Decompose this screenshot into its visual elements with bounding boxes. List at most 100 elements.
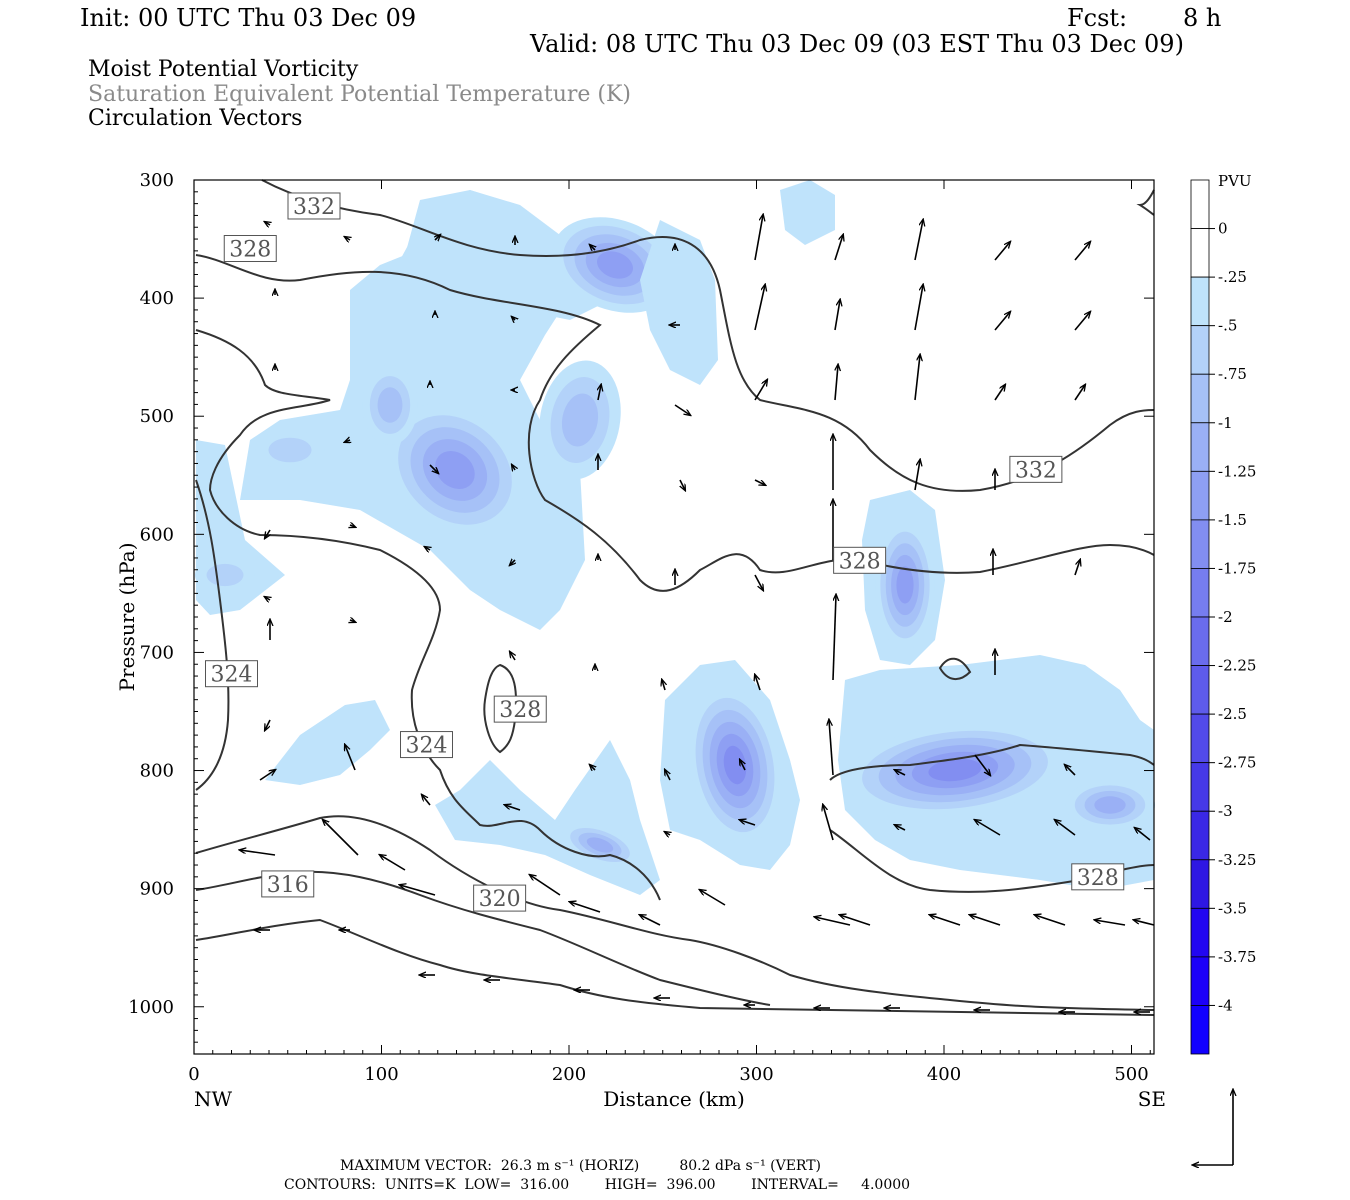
colorbar-level-label: -2.25 xyxy=(1218,657,1256,675)
pv-region-lower-mid xyxy=(435,740,660,895)
vector-arrow xyxy=(740,760,745,771)
contour-label-box xyxy=(1009,455,1063,483)
x-tick-label: 100 xyxy=(364,1064,398,1085)
colorbar-bin xyxy=(1190,859,1210,909)
colorbar-bin xyxy=(1190,810,1210,861)
vector-arrow xyxy=(914,285,923,331)
contour-label-box xyxy=(205,660,258,688)
vector-arrow xyxy=(590,245,595,250)
vector-arrow xyxy=(755,675,761,691)
colorbar-unit: PVU xyxy=(1218,172,1252,190)
pv-core-right-column xyxy=(896,566,914,604)
pv-core-lower-right xyxy=(928,758,982,782)
theta-es-contour-11 xyxy=(1136,189,1155,216)
vector-arrow xyxy=(829,720,834,776)
field-title-mpv: Moist Potential Vorticity xyxy=(88,57,359,82)
vector-arrow xyxy=(754,380,767,401)
colorbar-bin xyxy=(1190,762,1210,812)
vector-arrow xyxy=(1074,242,1090,261)
vector-arrow xyxy=(994,385,1005,401)
x-tick-label: 200 xyxy=(552,1064,586,1085)
y-tick-label: 1000 xyxy=(128,997,174,1018)
colorbar: PVU 0 -.25 -.5 -.75 -1 -1.25 -1.5 -1.75 -2 -2.25 -2… xyxy=(1190,172,1256,1055)
contour-label: 328 xyxy=(229,238,271,263)
vector-arrow xyxy=(974,754,990,775)
y-tick-label: 600 xyxy=(140,524,174,545)
x-tick-label: 0 xyxy=(188,1064,199,1085)
theta-es-contour-8 xyxy=(195,918,1155,1016)
field-title-theta-es: Saturation Equivalent Potential Temperat… xyxy=(88,82,631,107)
pv-shading xyxy=(195,180,1155,895)
vector-arrow xyxy=(823,805,834,841)
theta-es-contour-2 xyxy=(195,329,661,901)
vector-arrow xyxy=(435,235,440,240)
colorbar-level-label: -.5 xyxy=(1218,317,1237,335)
contour-label-box xyxy=(400,731,453,759)
contour-label: 332 xyxy=(293,195,335,220)
pv-core-upper-left-2 xyxy=(377,387,403,423)
vector-arrow xyxy=(994,312,1010,331)
vector-arrow xyxy=(323,820,359,856)
vector-arrow xyxy=(1074,560,1080,576)
colorbar-bin xyxy=(1190,179,1210,229)
x-tick-label: 300 xyxy=(739,1064,773,1085)
colorbar-level-label: -1.25 xyxy=(1218,462,1256,480)
vector-arrow xyxy=(590,765,595,770)
pv-core-lower-mid xyxy=(586,837,614,853)
vector-arrow xyxy=(400,885,436,896)
contour-label: 332 xyxy=(1015,458,1057,483)
vector-arrow xyxy=(425,547,430,550)
theta-es-contour-5 xyxy=(938,657,972,680)
vector-arrow xyxy=(510,560,515,565)
forecast-hour: 8 h xyxy=(1183,4,1222,32)
contour-label: 324 xyxy=(406,734,448,759)
circulation-vectors xyxy=(240,215,1155,1012)
colorbar-bin xyxy=(1190,1005,1210,1055)
x-end-label: SE xyxy=(1138,1087,1166,1111)
colorbar-level-label: -.75 xyxy=(1218,365,1247,383)
contour-label: 328 xyxy=(499,698,541,723)
vector-arrow xyxy=(1065,765,1076,776)
y-tick-label: 500 xyxy=(140,406,174,427)
vector-arrow xyxy=(259,770,275,781)
colorbar-level-label: -.25 xyxy=(1218,268,1247,286)
contour-label: 324 xyxy=(211,663,253,688)
vector-arrow xyxy=(1135,828,1151,841)
vector-arrow xyxy=(834,365,838,401)
vector-arrow xyxy=(665,770,670,781)
vector-arrow xyxy=(265,719,271,730)
vector-arrow xyxy=(1074,385,1085,401)
vector-arrow xyxy=(1095,920,1126,926)
colorbar-bin xyxy=(1190,956,1210,1006)
vector-arrow xyxy=(914,355,920,401)
forecast-label: Fcst: xyxy=(1067,4,1128,32)
colorbar-bin xyxy=(1190,276,1210,327)
x-axis-label: Distance (km) xyxy=(603,1087,745,1111)
colorbar-bin xyxy=(1190,568,1210,618)
vector-arrow xyxy=(994,242,1010,261)
vector-arrow xyxy=(970,915,1001,926)
pv-region-top-right xyxy=(640,220,718,385)
x-tick-label: 400 xyxy=(927,1064,961,1085)
vector-arrow xyxy=(1055,820,1076,836)
colorbar-level-label: -1 xyxy=(1218,414,1233,432)
axes: 0 100 200 300 400 500 300 400 500 600 700 800 900 100… xyxy=(115,170,1166,1111)
pv-region-top xyxy=(400,190,610,320)
vector-arrow xyxy=(832,595,836,681)
vector-arrow xyxy=(345,745,356,771)
vector-arrow xyxy=(914,460,920,491)
colorbar-bin xyxy=(1190,325,1210,375)
pv-core-lower-center xyxy=(723,745,747,785)
vector-arrow xyxy=(680,479,685,490)
y-tick-label: 800 xyxy=(140,761,174,782)
max-vector-note: MAXIMUM VECTOR: 26.3 m s⁻¹ (HORIZ) 80.2 … xyxy=(340,1158,822,1174)
colorbar-level-label: -3.5 xyxy=(1218,899,1247,917)
colorbar-bin xyxy=(1190,228,1210,278)
contour-label-box xyxy=(1071,863,1125,891)
vector-arrow xyxy=(700,890,726,906)
vector-arrow xyxy=(1074,312,1090,331)
init-time: Init: 00 UTC Thu 03 Dec 09 xyxy=(80,4,417,32)
pv-core-upper-left xyxy=(435,450,475,490)
vector-arrow xyxy=(914,220,923,261)
vector-arrow xyxy=(505,805,521,811)
